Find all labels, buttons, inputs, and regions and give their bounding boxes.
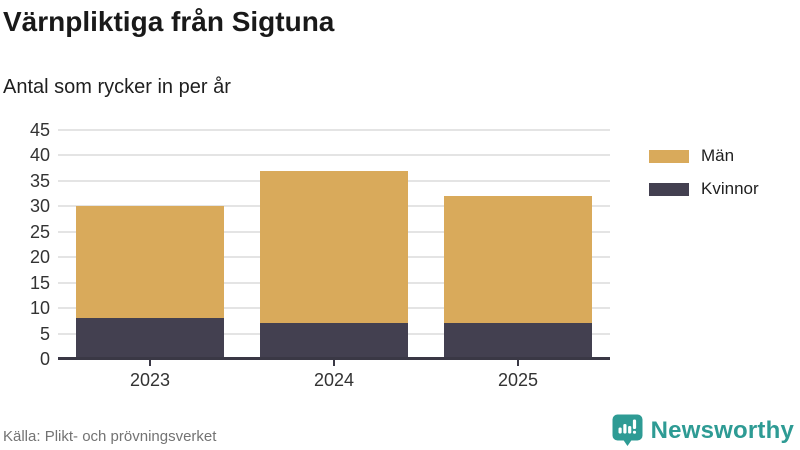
x-tick-mark-2023 — [149, 360, 151, 366]
bar-2025-män — [444, 196, 592, 324]
gridline-y-40 — [58, 154, 610, 157]
y-tick-label-45: 45 — [29, 120, 50, 140]
legend-item-man: Män — [649, 146, 759, 166]
y-tick-label-30: 30 — [29, 196, 50, 217]
x-tick-label-2024: 2024 — [313, 370, 355, 390]
legend-swatch-man — [649, 149, 689, 163]
source-note: Källa: Plikt- och prövningsverket — [3, 428, 217, 445]
newsworthy-speech-bubble-chart-icon — [612, 414, 643, 446]
legend-swatch-kvinnor — [649, 182, 689, 196]
y-tick-label-15: 15 — [29, 272, 50, 293]
y-tick-label-0: 0 — [39, 349, 50, 369]
legend: Män Kvinnor — [649, 146, 759, 212]
x-tick-label-2023: 2023 — [129, 370, 171, 390]
x-tick-mark-2024 — [333, 360, 335, 366]
legend-label-man: Män — [701, 146, 735, 165]
y-tick-label-35: 35 — [29, 170, 50, 191]
y-tick-label-20: 20 — [29, 247, 50, 268]
bar-2024-kvinnor — [260, 323, 408, 359]
gridline-y-45 — [58, 129, 610, 131]
legend-label-kvinnor: Kvinnor — [701, 179, 759, 198]
y-tick-label-10: 10 — [29, 298, 50, 319]
legend-item-kvinnor: Kvinnor — [649, 179, 759, 199]
x-axis-line — [58, 357, 610, 360]
y-tick-label-25: 25 — [29, 221, 50, 242]
x-tick-label-2025: 2025 — [497, 370, 539, 390]
y-tick-label-5: 5 — [39, 323, 50, 344]
bar-2023-män — [76, 206, 224, 319]
x-tick-mark-2025 — [517, 360, 519, 366]
newsworthy-wordmark: Newsworthy — [650, 416, 794, 444]
newsworthy-logo: Newsworthy — [612, 414, 794, 447]
bar-2023-kvinnor — [76, 318, 224, 359]
chart-subtitle: Antal som rycker in per år — [3, 76, 231, 98]
bar-2024-män — [260, 170, 408, 324]
bar-2025-kvinnor — [444, 323, 592, 359]
chart-title: Värnpliktiga från Sigtuna — [3, 6, 335, 37]
y-tick-label-40: 40 — [29, 145, 50, 166]
